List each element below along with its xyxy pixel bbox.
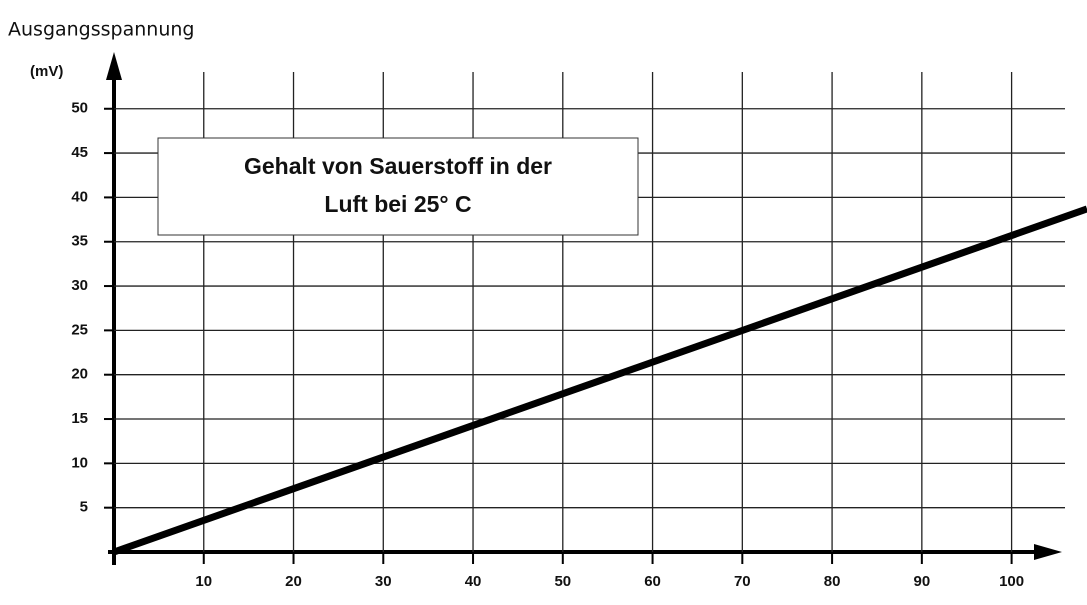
- x-tick-label: 40: [465, 573, 482, 590]
- y-tick-label: 35: [71, 233, 88, 250]
- annotation-box: [157, 137, 639, 236]
- x-tick-label: 70: [734, 573, 751, 590]
- annotation: Gehalt von Sauerstoff in der: [244, 153, 552, 179]
- x-tick-label: 90: [913, 573, 930, 590]
- x-tick-label: 60: [644, 573, 661, 590]
- y-tick-label: 45: [71, 144, 88, 161]
- y-axis-label: (mV): [30, 63, 63, 80]
- x-arrow: [1034, 544, 1062, 560]
- y-tick-label: 15: [71, 410, 88, 427]
- data-line: [112, 205, 1087, 556]
- y-tick-label: 5: [80, 499, 88, 516]
- y-arrow: [106, 52, 122, 80]
- y-tick-label: 30: [71, 277, 88, 294]
- x-tick-label: 10: [195, 573, 212, 590]
- y-tick-label: 20: [71, 366, 88, 383]
- chart-title: Ausgangsspannung: [8, 19, 194, 41]
- x-tick-label: 30: [375, 573, 392, 590]
- x-tick-label: 50: [554, 573, 571, 590]
- x-tick-label: 100: [999, 573, 1024, 590]
- axes: [106, 52, 1062, 565]
- annotation: Luft bei 25° C: [324, 191, 471, 217]
- x-tick-label: 20: [285, 573, 302, 590]
- y-tick-label: 50: [71, 100, 88, 117]
- y-tick-label: 40: [71, 188, 88, 205]
- x-tick-label: 80: [824, 573, 841, 590]
- y-tick-label: 10: [71, 454, 88, 471]
- y-tick-label: 25: [71, 321, 88, 338]
